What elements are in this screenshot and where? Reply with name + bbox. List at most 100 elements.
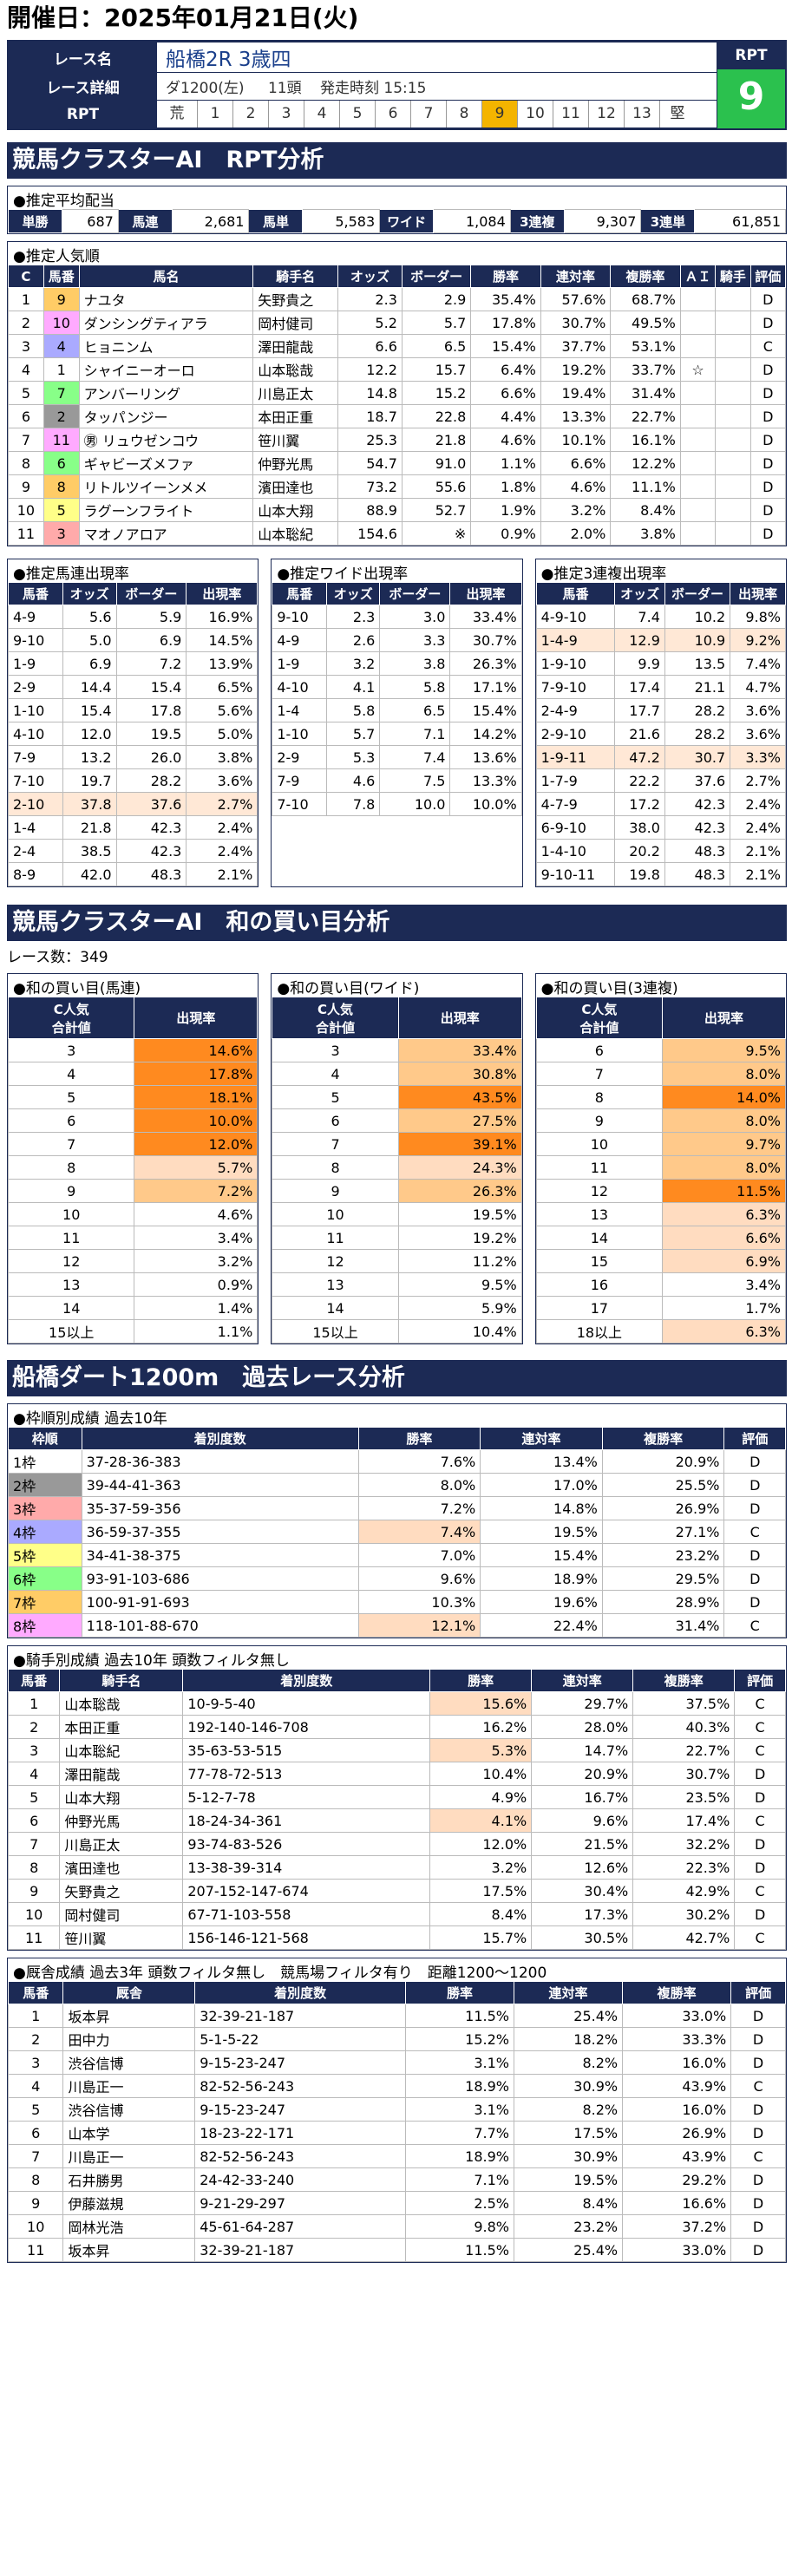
ninki-cell: タッパンジー [78, 404, 254, 428]
ninki-cell: 澤田龍哉 [252, 334, 338, 358]
ninki-cell [679, 451, 717, 475]
sanren-title: ●推定3連複出現率 [540, 566, 667, 583]
wa_umaren-rate: 3.4% [134, 1226, 259, 1250]
wide-cell: 14.2% [449, 722, 522, 746]
kishu-cell: 21.5% [531, 1832, 634, 1856]
ninki-cell: 8 [8, 451, 44, 475]
ninki-row: 6 2 タッパンジー 本田正重 18.7 22.8 4.4% 13.3% 22.7% D [8, 404, 787, 428]
kishu-cell: 15.6% [429, 1691, 533, 1716]
ninki-cell [715, 311, 751, 335]
ninki-cell: 矢野貴之 [252, 287, 338, 311]
kishu-cell: 20.9% [531, 1762, 634, 1786]
wide-cell: 13.3% [449, 768, 522, 793]
wa_sanren-rate: 6.9% [662, 1249, 786, 1273]
kyusha-cell: D [730, 2097, 786, 2122]
umaren-row: 2-4 38.5 42.3 2.4% [8, 839, 259, 863]
ninki-header: 馬名 [78, 265, 254, 288]
waku-cell: 2枠 [8, 1473, 82, 1497]
wa_wide-header-2: 出現率 [397, 997, 522, 1039]
wa_umaren-row: 7 12.0% [7, 1132, 259, 1156]
haito-label: 馬連 [117, 209, 173, 233]
wide-cell: 1-9 [272, 651, 328, 676]
sanren-cell: 3.3% [730, 745, 786, 769]
wa_umaren-rate: 14.6% [134, 1038, 259, 1062]
wa_wide-sum: 12 [272, 1249, 399, 1273]
kishu-table: 馬番 騎手名 着別度数 勝率 連対率 複勝率 評価 1 山本聡哉 10-9-5-40 15.6% 29… [7, 1669, 786, 1950]
wa_umaren-rate: 3.2% [134, 1249, 259, 1273]
ninki-cell: 9 [8, 474, 44, 499]
kyusha-cell: 9-21-29-297 [194, 2191, 406, 2215]
ninki-cell: 57.6% [540, 287, 612, 311]
umaren-cell: 5.6% [186, 698, 259, 722]
umaren-cell: 3.6% [186, 768, 259, 793]
umaren-row: 4-10 12.0 19.5 5.0% [8, 722, 259, 746]
wide-cell: 5.7 [326, 722, 381, 746]
wa_umaren-row: 6 10.0% [7, 1108, 259, 1133]
ninki-cell: 岡村健司 [252, 311, 338, 335]
umaren-cell: 19.7 [62, 768, 117, 793]
wa_umaren-rate: 0.9% [134, 1272, 259, 1297]
kishu-cell: 156-146-121-568 [182, 1925, 431, 1950]
kyusha-cell: C [730, 2074, 786, 2098]
ninki-header: 評価 [749, 265, 787, 288]
ninki-cell: ヒョニンム [78, 334, 254, 358]
ninki-cell: 6 [43, 451, 80, 475]
wide-row: 9-10 2.3 3.0 33.4% [272, 605, 522, 629]
waku-cell: 34-41-38-375 [81, 1543, 359, 1567]
wa_sanren-row: 18以上 6.3% [535, 1319, 786, 1344]
waku-row: 3枠 35-37-59-356 7.2% 14.8% 26.9% D [8, 1496, 786, 1520]
waku-cell: 25.5% [601, 1473, 725, 1497]
kishu-cell: 9 [7, 1879, 61, 1903]
sanren-cell: 42.3 [664, 815, 731, 840]
wa_umaren-row: 4 17.8% [7, 1062, 259, 1086]
ninki-cell [715, 287, 751, 311]
wa_sanren-row: 6 9.5% [535, 1038, 786, 1062]
wide-cell: 2.3 [326, 605, 381, 629]
sanren-cell: 38.0 [614, 815, 665, 840]
wide-cell: 4-9 [272, 628, 328, 652]
umaren-header: 馬番 [8, 582, 63, 605]
haito-title: ●推定平均配当 [13, 193, 115, 210]
sanren-cell: 2-9-10 [535, 722, 616, 746]
kishu-cell: 22.3% [632, 1855, 736, 1880]
umaren-cell: 17.8 [115, 698, 187, 722]
waku-cell: 93-91-103-686 [81, 1566, 359, 1591]
sanren-row: 1-4-10 20.2 48.3 2.1% [535, 839, 786, 863]
ninki-row: 1 9 ナユタ 矢野貴之 2.3 2.9 35.4% 57.6% 68.7% D [8, 287, 787, 311]
kishu-header: 騎手名 [59, 1669, 184, 1692]
haito-value: 61,851 [694, 209, 786, 233]
kishu-row: 7 川島正太 93-74-83-526 12.0% 21.5% 32.2% D [7, 1832, 786, 1856]
wa_sanren-rate: 6.3% [662, 1202, 786, 1226]
haito-value: 1,084 [433, 209, 511, 233]
wa_sanren-sum: 6 [535, 1038, 664, 1062]
waku-cell: 10.3% [357, 1590, 481, 1614]
wide-header: オッズ [326, 582, 381, 605]
haito-table: 単勝 687 馬連 2,681 馬単 5,583 ワイド 1,084 3連複 9,307 3連単 61… [8, 209, 786, 233]
waku-cell: 12.1% [357, 1613, 481, 1638]
umaren-cell: 16.9% [186, 605, 259, 629]
umaren-cell: 7-10 [8, 768, 63, 793]
sanren-cell: 9-10-11 [535, 862, 616, 886]
sanren-cell: 17.7 [614, 698, 665, 722]
wide-cell: 2-9 [272, 745, 328, 769]
sanren-cell: 2.1% [730, 839, 786, 863]
ninki-cell: リトルツイーンメメ [78, 474, 254, 499]
wide-row: 4-10 4.1 5.8 17.1% [272, 675, 522, 699]
ninki-cell: ナユタ [78, 287, 254, 311]
wa_sanren-rate: 11.5% [662, 1179, 786, 1203]
waku-cell: 37-28-36-383 [81, 1449, 359, 1474]
wide-row: 1-10 5.7 7.1 14.2% [272, 722, 522, 746]
waku-cell: 19.6% [480, 1590, 603, 1614]
wa_sanren-header-1b: 合計値 [579, 1019, 619, 1036]
wide-header: 馬番 [272, 582, 328, 605]
ninki-header: ＡＩ [679, 265, 717, 288]
wa_umaren-rate: 10.0% [134, 1108, 259, 1133]
ninki-cell: 4.4% [470, 404, 541, 428]
haito-box: ●推定平均配当 単勝 687 馬連 2,681 馬単 5,583 ワイド 1,084 3連複 9,… [7, 186, 787, 234]
date-header: 開催日：2025年01月21日(火) [7, 3, 359, 32]
kishu-cell: 10 [7, 1902, 61, 1926]
ninki-cell: ギャビーズメファ [78, 451, 254, 475]
umaren-header: ボーダー [115, 582, 187, 605]
kyusha-cell: 渋谷信博 [62, 2097, 196, 2122]
kishu-cell: D [734, 1785, 786, 1809]
